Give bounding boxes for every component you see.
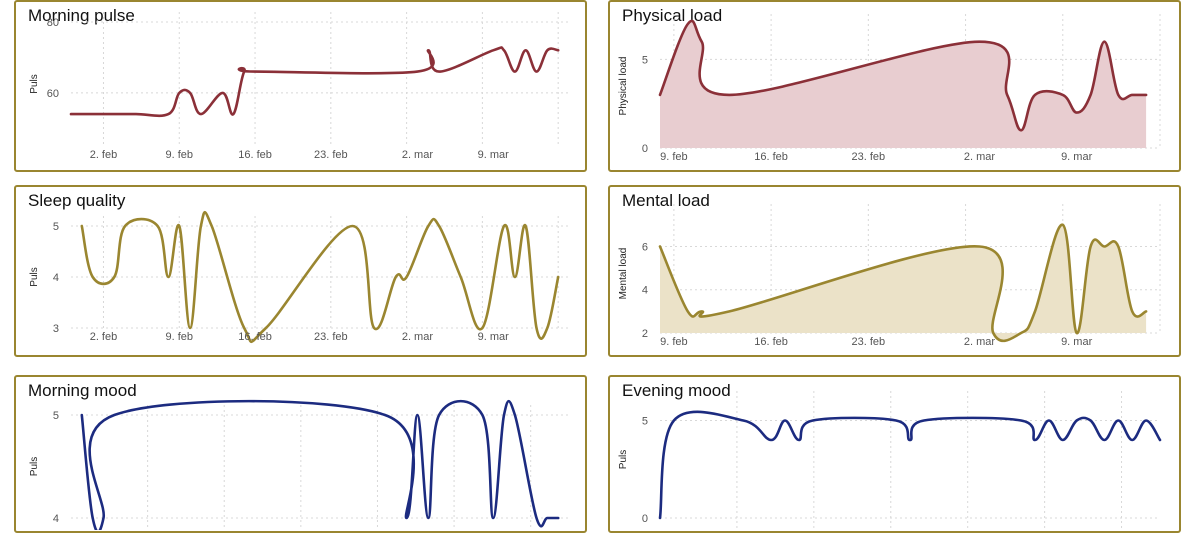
x-tick-label: 23. feb — [852, 151, 886, 163]
series-area — [660, 224, 1147, 341]
y-axis-label: Puls — [29, 457, 40, 476]
morning-pulse-chart: 60 80 2. feb 9. feb 16. feb 23. feb 2. mar 9. m… — [29, 12, 569, 161]
y-tick-label: 0 — [642, 143, 648, 155]
y-axis-label: Puls — [29, 267, 40, 286]
x-tick-label: 9. feb — [165, 331, 193, 343]
x-tick-label: 2. feb — [90, 331, 118, 343]
x-tick-label: 2. mar — [402, 149, 434, 161]
y-axis-label: Mental load — [618, 248, 629, 300]
x-tick-label: 16. feb — [754, 151, 788, 163]
series-line — [658, 223, 1148, 343]
series-area — [660, 20, 1147, 148]
morning-mood-panel: Morning mood 4 5 Puls — [14, 375, 587, 533]
y-axis-label: Puls — [29, 74, 40, 93]
x-tick-label: 9. mar — [478, 331, 510, 343]
y-tick-label: 2 — [642, 328, 648, 340]
x-tick-label: 23. feb — [314, 331, 348, 343]
panel-title: Morning mood — [28, 381, 137, 400]
physical-load-panel: Physical load 0 5 9. feb 16. feb 23. feb 2. m… — [608, 0, 1181, 172]
y-tick-label: 5 — [53, 410, 59, 422]
x-tick-label: 2. feb — [90, 149, 118, 161]
series-line — [69, 46, 560, 118]
y-tick-label: 5 — [642, 54, 648, 66]
mental-load-panel: Mental load 2 4 6 9. feb 16. feb 23. feb 2. ma… — [608, 185, 1181, 357]
x-tick-label: 16. feb — [238, 331, 272, 343]
mental-load-chart: 2 4 6 9. feb 16. feb 23. feb 2. mar 9. mar Menta… — [618, 204, 1161, 348]
series-line — [658, 410, 1162, 520]
series-line — [80, 210, 560, 344]
y-tick-label: 60 — [47, 88, 59, 100]
y-tick-label: 4 — [53, 513, 59, 525]
series-line — [80, 399, 560, 530]
y-tick-label: 0 — [642, 513, 648, 525]
y-tick-label: 3 — [53, 323, 59, 335]
y-tick-label: 4 — [53, 272, 59, 284]
panel-title: Morning pulse — [28, 6, 135, 25]
x-tick-label: 9. mar — [1061, 336, 1093, 348]
morning-mood-chart: 4 5 Puls — [29, 399, 569, 530]
y-tick-label: 4 — [642, 285, 648, 297]
x-tick-label: 16. feb — [754, 336, 788, 348]
x-tick-label: 9. feb — [165, 149, 193, 161]
y-tick-label: 5 — [642, 416, 648, 428]
y-axis-label: Puls — [618, 450, 629, 469]
morning-pulse-panel: Morning pulse 60 80 2. feb 9. feb 16. feb 23.… — [14, 0, 587, 172]
x-tick-label: 16. feb — [238, 149, 272, 161]
sleep-quality-panel: Sleep quality 3 4 5 2. feb 9. feb 16. feb 23. … — [14, 185, 587, 357]
series-line — [658, 19, 1148, 132]
x-tick-label: 2. mar — [402, 331, 434, 343]
x-tick-label: 9. feb — [660, 336, 688, 348]
panel-title: Evening mood — [622, 381, 731, 400]
evening-mood-panel: Evening mood 0 5 Puls — [608, 375, 1181, 533]
panel-title: Physical load — [622, 6, 723, 25]
evening-mood-chart: 0 5 Puls — [618, 391, 1162, 530]
panel-title: Mental load — [622, 191, 710, 210]
panel-title: Sleep quality — [28, 191, 126, 210]
sleep-quality-chart: 3 4 5 2. feb 9. feb 16. feb 23. feb 2. mar 9. ma… — [29, 210, 569, 344]
x-tick-label: 2. mar — [964, 336, 996, 348]
y-tick-label: 6 — [642, 241, 648, 253]
y-axis-label: Physical load — [618, 57, 629, 116]
physical-load-chart: 0 5 9. feb 16. feb 23. feb 2. mar 9. mar Physic… — [618, 14, 1161, 163]
x-tick-label: 9. mar — [1061, 151, 1093, 163]
x-tick-label: 23. feb — [852, 336, 886, 348]
y-tick-label: 5 — [53, 221, 59, 233]
y-tick-label: 80 — [47, 17, 59, 29]
x-tick-label: 2. mar — [964, 151, 996, 163]
x-tick-label: 9. mar — [478, 149, 510, 161]
x-tick-label: 23. feb — [314, 149, 348, 161]
x-tick-label: 9. feb — [660, 151, 688, 163]
